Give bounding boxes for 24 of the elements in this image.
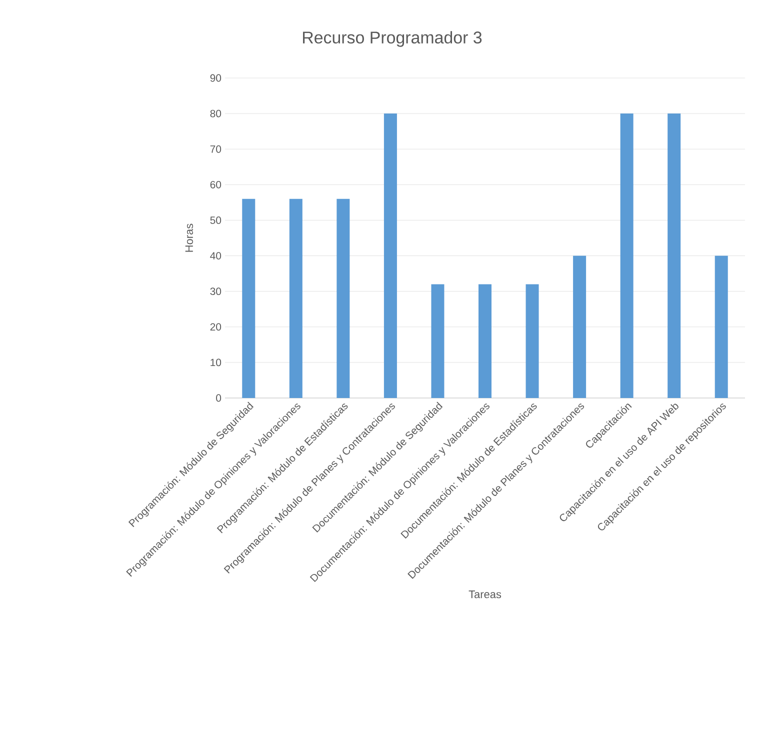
y-tick-label: 50: [210, 216, 222, 224]
y-tick-label: 20: [210, 323, 222, 331]
y-tick-label: 10: [210, 358, 222, 366]
bar: [526, 284, 539, 398]
y-axis-title: Horas: [185, 224, 194, 252]
y-tick-label: 70: [210, 145, 222, 153]
bar: [336, 198, 350, 398]
bar: [384, 114, 397, 398]
bar: [431, 284, 444, 398]
y-tick-label: 80: [210, 110, 222, 118]
bar: [289, 198, 302, 398]
bar: [242, 198, 256, 398]
bar: [478, 284, 492, 398]
y-tick-label: 40: [210, 252, 222, 260]
bar: [668, 114, 681, 398]
x-axis-title: Tareas: [468, 590, 502, 598]
bar: [714, 256, 728, 398]
chart-title: Recurso Programador 3: [303, 31, 482, 47]
y-tick-label: 60: [210, 180, 222, 188]
bar: [620, 114, 634, 398]
y-tick-label: 90: [210, 74, 222, 82]
y-tick-label: 30: [210, 288, 222, 296]
y-tick-label: 0: [216, 394, 222, 402]
bar: [573, 256, 586, 398]
